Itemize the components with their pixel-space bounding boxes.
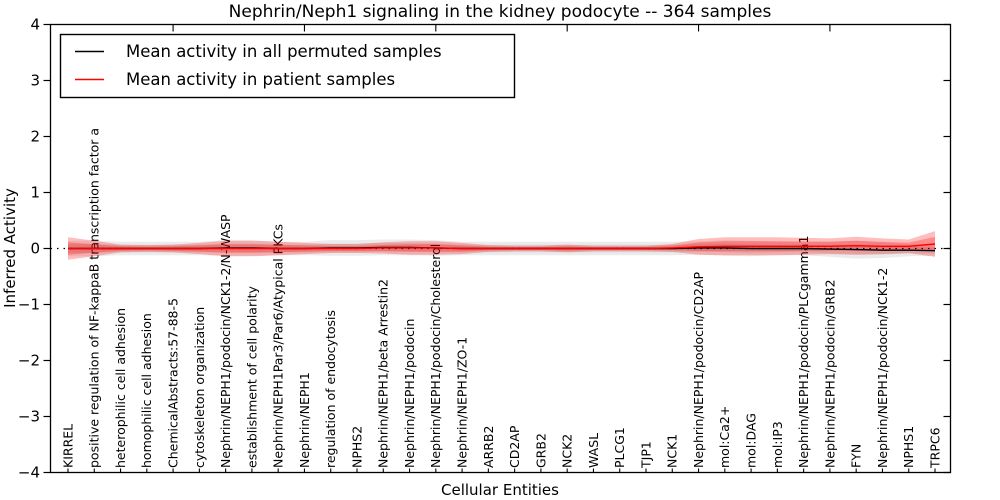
x-category-labels: KIRREL positive regulation of NF-kappaB t…	[60, 128, 942, 469]
x-category-label: Nephrin/NEPH1/beta Arrestin2	[376, 279, 391, 468]
x-category-label: TRPC6	[927, 427, 942, 469]
y-tick-label: 3	[30, 72, 40, 90]
x-category-label: TJP1	[638, 441, 653, 469]
x-category-label: NCK2	[560, 434, 575, 468]
confidence-bands	[68, 231, 935, 260]
y-tick-label: −4	[18, 464, 40, 482]
y-tick-label: 1	[30, 184, 40, 202]
y-tick-label: −2	[18, 352, 40, 370]
x-category-label: Nephrin/NEPH1Par3/Par6/Atypical PKCs	[271, 224, 286, 468]
x-category-label: cytoskeleton organization	[192, 307, 207, 468]
x-category-label: NPHS2	[349, 426, 364, 468]
y-tick-label: 4	[30, 16, 40, 34]
y-tick-label: −3	[18, 408, 40, 426]
plot-border	[49, 23, 952, 474]
y-tick-label: −1	[18, 296, 40, 314]
patient-band-outer	[68, 231, 935, 260]
x-category-label: mol:IP3	[770, 421, 785, 468]
x-category-label: mol:Ca2+	[717, 406, 732, 468]
x-category-label: Nephrin/NEPH1	[297, 372, 312, 468]
x-category-label: NPHS1	[901, 426, 916, 468]
x-category-label: regulation of endocytosis	[323, 310, 338, 468]
x-category-label: NCK1	[665, 434, 680, 468]
x-category-label: Nephrin/NEPH1/podocin/NCK1-2/N-WASP	[218, 214, 233, 468]
x-category-label: GRB2	[533, 433, 548, 468]
x-category-label: CD2AP	[507, 425, 522, 468]
y-tick-label: 0	[30, 240, 40, 258]
x-category-label: Nephrin/NEPH1/podocin/Cholesterol	[428, 244, 443, 468]
x-category-label: positive regulation of NF-kappaB transcr…	[87, 128, 102, 468]
x-category-label: mol:DAG	[744, 413, 759, 468]
x-category-label: Nephrin/NEPH1/ZO-1	[455, 337, 470, 468]
x-category-label: Nephrin/NEPH1/podocin/PLCgamma1	[796, 236, 811, 468]
patient-band-inner	[68, 236, 935, 255]
x-category-label: ChemicalAbstracts:57-88-5	[166, 298, 181, 468]
x-category-label: Nephrin/NEPH1/podocin/CD2AP	[691, 272, 706, 468]
x-category-label: PLCG1	[612, 427, 627, 468]
y-tick-label: 2	[30, 128, 40, 146]
mean-lines	[68, 243, 936, 252]
x-category-label: Nephrin/NEPH1/podocin/NCK1-2	[875, 268, 890, 468]
legend-entry-patient: Mean activity in patient samples	[126, 70, 395, 89]
legend-entry-permuted: Mean activity in all permuted samples	[126, 42, 442, 61]
x-category-label: ARRB2	[481, 426, 496, 468]
patient-mean-line	[68, 243, 936, 250]
x-axis-label: Cellular Entities	[441, 481, 559, 499]
y-axis-label: Inferred Activity	[1, 188, 19, 308]
x-category-label: KIRREL	[60, 424, 75, 468]
chart-title: Nephrin/Neph1 signaling in the kidney po…	[229, 2, 772, 22]
x-category-label: homophilic cell adhesion	[139, 313, 154, 468]
x-category-label: establishment of cell polarity	[244, 286, 259, 468]
x-category-label: heterophilic cell adhesion	[113, 308, 128, 468]
y-tick-labels: 4 3 2 1 0 −1 −2 −3 −4	[18, 16, 40, 482]
legend-box	[59, 33, 516, 99]
x-category-label: Nephrin/NEPH1/podocin	[402, 319, 417, 468]
x-category-label: WASL	[586, 433, 601, 468]
x-category-label: Nephrin/NEPH1/podocin/GRB2	[822, 279, 837, 468]
legend: Mean activity in all permuted samples Me…	[59, 33, 516, 99]
x-category-label: FYN	[849, 444, 864, 468]
